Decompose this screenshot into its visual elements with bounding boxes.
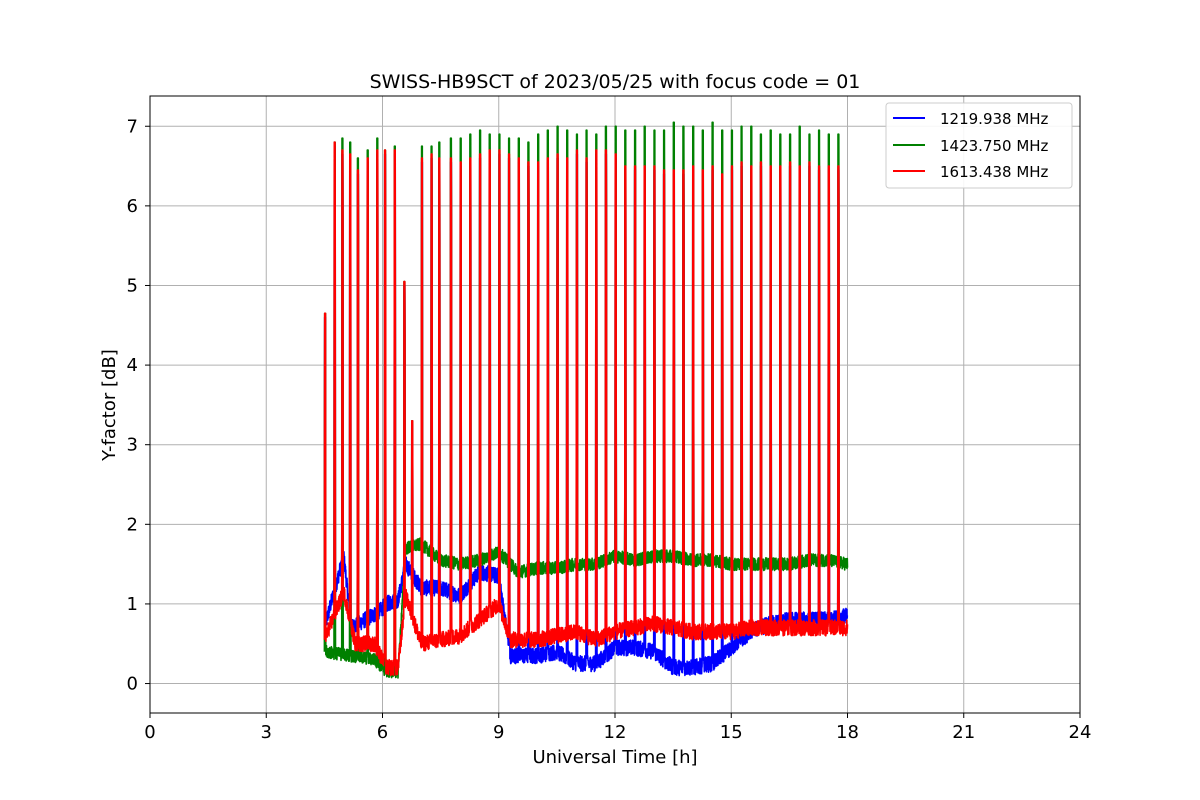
x-axis-title: Universal Time [h] xyxy=(532,747,697,768)
y-tick-label: 0 xyxy=(127,674,138,695)
y-tick-label: 5 xyxy=(127,275,138,296)
x-axis: 0 3 6 9 12 15 18 21 24 xyxy=(144,713,1091,743)
y-tick-label: 3 xyxy=(127,435,138,456)
y-tick-label: 2 xyxy=(127,514,138,535)
x-tick-label: 6 xyxy=(377,722,388,743)
x-tick-label: 18 xyxy=(836,722,859,743)
x-tick-label: 21 xyxy=(952,722,975,743)
x-tick-label: 24 xyxy=(1069,722,1092,743)
legend-label: 1423.750 MHz xyxy=(940,137,1049,155)
x-tick-label: 0 xyxy=(144,722,155,743)
x-tick-label: 9 xyxy=(493,722,504,743)
series-line-3 xyxy=(323,141,849,677)
y-tick-label: 1 xyxy=(127,594,138,615)
x-tick-label: 3 xyxy=(261,722,272,743)
legend-label: 1613.438 MHz xyxy=(940,163,1049,181)
legend-entry: 1219.938 MHz xyxy=(893,110,1049,128)
y-axis-title: Y-factor [dB] xyxy=(99,349,120,462)
y-axis: 0 1 2 3 4 5 6 7 xyxy=(127,116,150,695)
legend-entry: 1423.750 MHz xyxy=(893,137,1049,155)
legend-entry: 1613.438 MHz xyxy=(893,163,1049,181)
legend: 1219.938 MHz 1423.750 MHz 1613.438 MHz xyxy=(885,102,1073,189)
chart-title: SWISS-HB9SCT of 2023/05/25 with focus co… xyxy=(370,71,861,93)
series-layer xyxy=(323,121,849,679)
legend-label: 1219.938 MHz xyxy=(940,110,1049,128)
x-tick-label: 15 xyxy=(720,722,743,743)
y-tick-label: 7 xyxy=(127,116,138,137)
y-tick-label: 4 xyxy=(127,355,138,376)
x-tick-label: 12 xyxy=(604,722,627,743)
legend-box xyxy=(885,102,1073,189)
y-tick-label: 6 xyxy=(127,196,138,217)
